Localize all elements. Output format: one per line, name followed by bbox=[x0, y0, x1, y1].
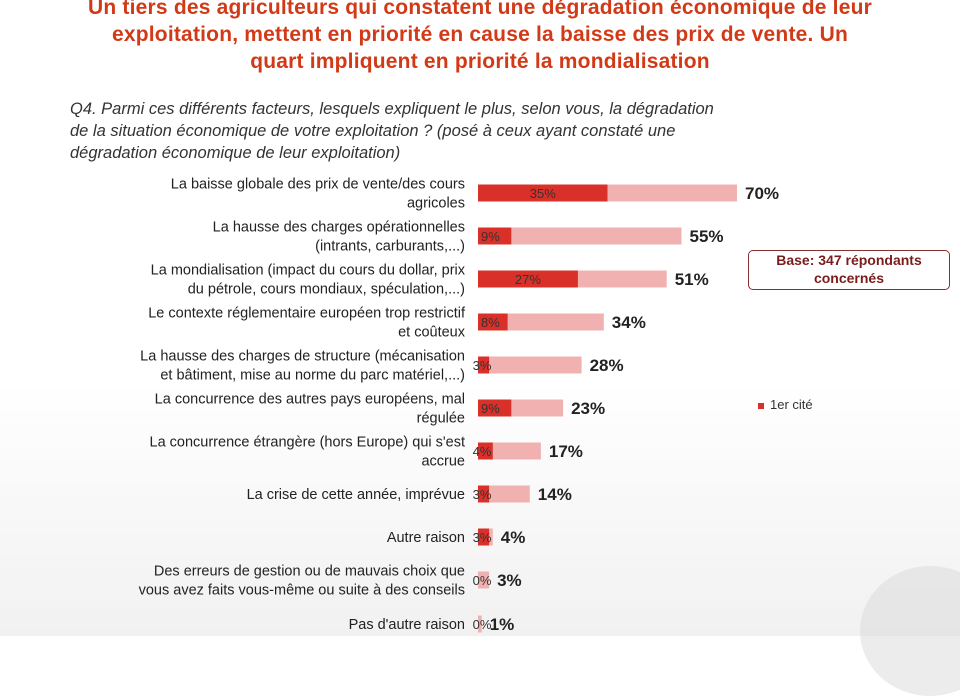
data-label-first-cited: 9% bbox=[481, 401, 500, 416]
bar-total bbox=[478, 227, 682, 245]
bar-first-cited bbox=[478, 227, 512, 245]
category-label-line: vous avez faits vous-même ou suite à des… bbox=[139, 583, 465, 599]
category-label: La crise de cette année, imprévue bbox=[247, 487, 465, 503]
category-label-line: La mondialisation (impact du cours du do… bbox=[151, 263, 466, 279]
bar-chart: La baisse globale des prix de vente/des … bbox=[139, 177, 779, 635]
data-label-first-cited: 0% bbox=[473, 617, 492, 632]
bar-first-cited bbox=[478, 485, 490, 503]
data-label-total: 17% bbox=[549, 442, 583, 461]
category-label-line: La concurrence des autres pays européens… bbox=[155, 392, 465, 408]
bar-total bbox=[478, 313, 604, 331]
chart-legend: 1er cité bbox=[758, 397, 813, 412]
legend-swatch-first-cited bbox=[758, 402, 764, 409]
bar-total bbox=[478, 356, 582, 374]
data-label-first-cited: 0% bbox=[473, 573, 492, 588]
category-label: La mondialisation (impact du cours du do… bbox=[151, 263, 466, 298]
category-label-line: La concurrence étrangère (hors Europe) q… bbox=[150, 435, 466, 451]
category-label: Pas d'autre raison bbox=[349, 617, 465, 633]
base-note-box: Base: 347 répondants concernés bbox=[748, 250, 950, 290]
bar-first-cited bbox=[478, 356, 490, 374]
data-label-total: 28% bbox=[590, 356, 624, 375]
data-label-total: 70% bbox=[745, 184, 779, 203]
category-label-line: accrue bbox=[421, 454, 465, 470]
data-label-first-cited: 27% bbox=[515, 272, 541, 287]
data-label-total: 23% bbox=[571, 399, 605, 418]
category-label-line: du pétrole, cours mondiaux, spéculation,… bbox=[188, 282, 465, 298]
slide-headline: Un tiers des agriculteurs qui constatent… bbox=[88, 0, 872, 73]
category-label-line: La hausse des charges opérationnelles bbox=[213, 220, 465, 236]
bar-first-cited bbox=[478, 313, 508, 331]
category-label-line: agricoles bbox=[407, 196, 465, 212]
bar-total bbox=[478, 442, 541, 460]
data-label-first-cited: 35% bbox=[530, 186, 556, 201]
data-label-total: 14% bbox=[538, 485, 572, 504]
data-label-first-cited: 3% bbox=[473, 530, 492, 545]
category-label-line: (intrants, carburants,...) bbox=[315, 239, 465, 255]
category-label: La hausse des charges opérationnelles (in… bbox=[213, 220, 465, 255]
data-label-total: 55% bbox=[690, 227, 724, 246]
data-label-first-cited: 4% bbox=[473, 444, 492, 459]
category-label: Des erreurs de gestion ou de mauvais cho… bbox=[139, 564, 465, 599]
bar-first-cited bbox=[478, 399, 512, 417]
category-label-line: La crise de cette année, imprévue bbox=[247, 487, 465, 503]
bar-total bbox=[478, 485, 530, 503]
category-label: La concurrence des autres pays européens… bbox=[155, 392, 465, 427]
bar-first-cited bbox=[478, 184, 608, 202]
category-label-line: Le contexte réglementaire européen trop … bbox=[148, 306, 466, 322]
category-label-line: et coûteux bbox=[398, 325, 466, 341]
bar-first-cited bbox=[478, 528, 490, 546]
category-label-line: La baisse globale des prix de vente/des … bbox=[171, 177, 465, 193]
data-label-first-cited: 3% bbox=[473, 358, 492, 373]
data-label-total: 4% bbox=[501, 528, 526, 547]
legend-label-first-cited: 1er cité bbox=[770, 397, 813, 412]
data-label-first-cited: 8% bbox=[481, 315, 500, 330]
category-label: La concurrence étrangère (hors Europe) q… bbox=[150, 435, 466, 470]
data-label-total: 3% bbox=[497, 571, 522, 590]
bar-total bbox=[478, 571, 490, 589]
data-label-first-cited: 9% bbox=[481, 229, 500, 244]
category-label-line: Autre raison bbox=[387, 530, 465, 546]
category-label: Le contexte réglementaire européen trop … bbox=[148, 306, 466, 341]
category-label-line: régulée bbox=[417, 411, 465, 427]
category-label: La baisse globale des prix de vente/des … bbox=[171, 177, 465, 212]
data-label-total: 34% bbox=[612, 313, 646, 332]
category-label-line: Des erreurs de gestion ou de mauvais cho… bbox=[154, 564, 465, 580]
survey-question: Q4. Parmi ces différents facteurs, lesqu… bbox=[70, 100, 714, 162]
bar-first-cited bbox=[478, 442, 493, 460]
data-label-first-cited: 3% bbox=[473, 487, 492, 502]
category-label: Autre raison bbox=[387, 530, 465, 546]
category-label-line: Pas d'autre raison bbox=[349, 617, 465, 633]
category-label: La hausse des charges de structure (méca… bbox=[140, 349, 465, 384]
bar-total bbox=[478, 615, 482, 633]
bar-first-cited bbox=[478, 270, 578, 288]
category-label-line: et bâtiment, mise au norme du parc matér… bbox=[160, 368, 465, 384]
category-label-line: La hausse des charges de structure (méca… bbox=[140, 349, 465, 365]
data-label-total: 1% bbox=[490, 615, 515, 634]
data-label-total: 51% bbox=[675, 270, 709, 289]
